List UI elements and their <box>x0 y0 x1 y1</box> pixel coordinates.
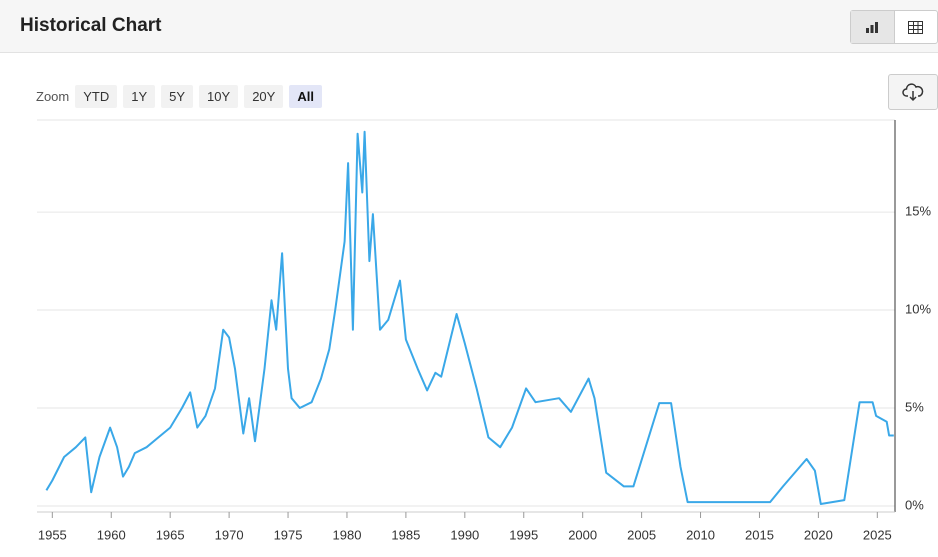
zoom-button[interactable]: 20Y <box>244 85 284 108</box>
zoom-button[interactable]: 10Y <box>199 85 239 108</box>
x-tick-label: 1990 <box>450 527 479 542</box>
x-tick-label: 2005 <box>627 527 656 542</box>
zoom-bar: Zoom YTD 1Y 5Y 10Y 20Y All <box>36 85 322 108</box>
x-tick-label: 1975 <box>274 527 303 542</box>
x-tick-label: 1985 <box>391 527 420 542</box>
y-tick-label: 10% <box>905 301 931 316</box>
zoom-label: Zoom <box>36 89 70 104</box>
x-tick-label: 1980 <box>333 527 362 542</box>
x-tick-label: 2000 <box>568 527 597 542</box>
x-tick-label: 1970 <box>215 527 244 542</box>
x-tick-label: 1995 <box>509 527 538 542</box>
x-tick-label: 2020 <box>804 527 833 542</box>
header: Historical Chart <box>0 0 938 53</box>
x-tick-label: 1955 <box>38 527 67 542</box>
zoom-button[interactable]: 5Y <box>161 85 194 108</box>
x-tick-label: 1965 <box>156 527 185 542</box>
table-icon <box>908 20 924 34</box>
chart-view-button[interactable] <box>851 11 895 43</box>
x-tick-label: 1960 <box>97 527 126 542</box>
x-tick-label: 2025 <box>863 527 892 542</box>
y-tick-label: 15% <box>905 204 931 219</box>
y-tick-label: 5% <box>905 399 924 414</box>
data-line <box>45 130 894 505</box>
download-button[interactable] <box>888 74 938 110</box>
zoom-button[interactable]: YTD <box>75 85 118 108</box>
bar-icon <box>866 22 879 33</box>
x-tick-label: 2010 <box>686 527 715 542</box>
page-title: Historical Chart <box>20 15 162 36</box>
table-view-button[interactable] <box>895 11 938 43</box>
download-icon <box>902 83 924 102</box>
view-toggle <box>850 10 938 44</box>
x-tick-label: 2015 <box>745 527 774 542</box>
zoom-button[interactable]: All <box>289 85 322 108</box>
zoom-button[interactable]: 1Y <box>123 85 156 108</box>
y-tick-label: 0% <box>905 497 924 512</box>
